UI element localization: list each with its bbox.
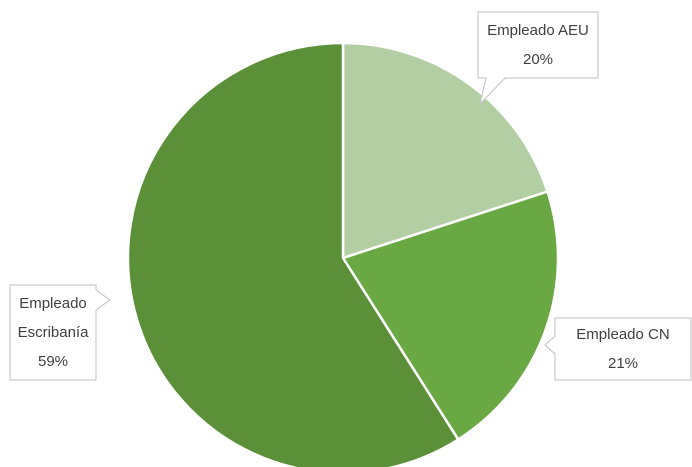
label-value: 20% [522, 51, 554, 68]
data-label: Empleado Escribanía 59% [10, 285, 96, 380]
callout-box [544, 317, 692, 381]
data-label: Empleado AEU 20% [478, 12, 598, 78]
label-name: Empleado Escribanía [17, 295, 89, 341]
data-label: Empleado CN 21% [555, 318, 691, 380]
label-value: 59% [37, 353, 69, 370]
callout-box [9, 284, 111, 381]
pie-slice [126, 41, 460, 467]
label-name: Empleado CN [576, 326, 670, 343]
pie-slice [341, 189, 560, 442]
callout-box [477, 11, 599, 106]
label-name: Empleado AEU [487, 22, 589, 39]
label-value: 21% [607, 355, 639, 372]
pie-slice [341, 41, 550, 260]
